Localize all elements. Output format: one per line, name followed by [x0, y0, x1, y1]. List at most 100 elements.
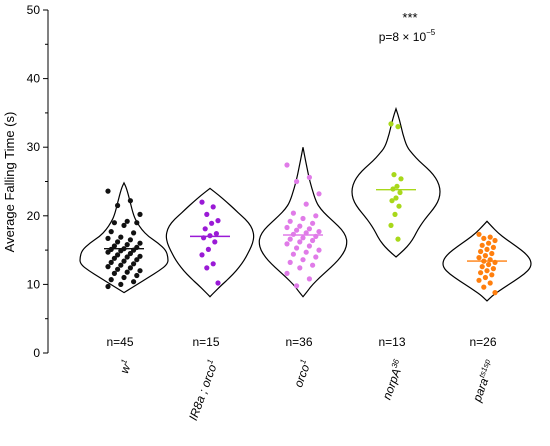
data-point [137, 268, 143, 274]
violin-group-5: n=26 parats1sp [442, 220, 532, 405]
x-category-label: orco1 [290, 358, 314, 389]
x-category-label: parats1sp [469, 357, 498, 404]
violin-outline [442, 220, 532, 302]
data-point [202, 226, 208, 232]
data-point [313, 233, 319, 239]
data-point [118, 262, 124, 268]
data-point [209, 220, 215, 226]
data-point [310, 237, 316, 244]
data-point [290, 231, 296, 237]
data-point [131, 279, 137, 285]
violin-outline [258, 147, 348, 298]
data-point [306, 226, 312, 232]
data-point [124, 254, 130, 260]
data-point [127, 265, 133, 271]
y-tick-label: 0 [33, 346, 40, 360]
violin-group-4: n=13 norpA36 [351, 106, 441, 401]
data-point [105, 188, 111, 194]
data-point [127, 250, 133, 257]
data-point [487, 257, 493, 263]
data-point [212, 239, 218, 245]
data-point [210, 204, 216, 210]
data-point [204, 211, 210, 217]
data-point [306, 174, 312, 180]
data-point [486, 240, 492, 246]
data-point [108, 229, 114, 235]
x-category-label: norpA36 [379, 357, 407, 401]
data-point [111, 220, 117, 226]
data-point [303, 230, 309, 236]
data-point [105, 283, 111, 290]
y-tick-label: 20 [27, 209, 41, 223]
data-point [287, 259, 293, 265]
x-category-label-base: IR8a ; orco [186, 362, 219, 422]
data-point [201, 235, 207, 241]
data-point [303, 201, 309, 207]
data-point [303, 249, 309, 255]
data-point [131, 261, 137, 267]
data-point [108, 259, 114, 265]
data-point [287, 236, 293, 242]
data-point [215, 280, 221, 286]
x-category-label: IR8a ; orco1 [185, 358, 221, 422]
data-point [131, 230, 137, 236]
data-point [313, 254, 319, 260]
data-point [394, 183, 400, 189]
data-point [115, 202, 121, 209]
data-point [484, 246, 490, 252]
x-category-label: w1 [116, 358, 135, 375]
n-count-label: n=26 [469, 335, 496, 349]
p-value-exponent: −5 [426, 28, 436, 37]
data-point [388, 121, 394, 127]
y-tick-label: 50 [27, 3, 41, 17]
data-point [121, 258, 127, 264]
data-point [391, 172, 397, 178]
data-point [134, 272, 140, 279]
data-point [137, 240, 143, 246]
data-point [476, 231, 482, 237]
data-point [316, 191, 322, 197]
data-point [397, 189, 403, 196]
data-point [134, 220, 140, 226]
data-point [300, 215, 306, 222]
data-point [131, 247, 137, 253]
data-point [137, 253, 143, 259]
x-category-label-superscript: 36 [390, 357, 402, 369]
data-point [390, 186, 396, 192]
data-point [316, 229, 322, 235]
p-value-annotation: p=8 × 10−5 [379, 28, 436, 44]
data-point [118, 248, 124, 254]
data-point [127, 198, 133, 204]
data-point [300, 257, 306, 263]
data-point [111, 270, 117, 276]
data-point [215, 218, 221, 224]
data-point [121, 222, 127, 228]
y-tick-label: 30 [27, 140, 41, 154]
data-point [492, 259, 498, 265]
y-tick-label: 10 [27, 277, 41, 291]
data-point [306, 243, 312, 249]
data-point [310, 262, 316, 268]
data-point [115, 239, 121, 245]
data-point [118, 281, 124, 287]
data-point [479, 242, 485, 248]
violin-group-3: n=36 orco1 [258, 147, 348, 389]
x-category-label-base: para [470, 376, 492, 405]
data-point [489, 250, 495, 257]
x-category-label-superscript: ts1sp [477, 357, 492, 379]
data-point [294, 227, 300, 233]
data-point [300, 235, 306, 241]
x-category-label-superscript: 1 [119, 358, 129, 365]
data-point [479, 264, 485, 270]
data-point [389, 198, 395, 204]
data-point [137, 211, 143, 217]
data-point [124, 218, 130, 224]
data-point [294, 283, 300, 289]
data-point [205, 246, 211, 252]
data-point [204, 265, 210, 271]
data-point [316, 247, 322, 253]
data-point [492, 237, 498, 244]
data-point [490, 266, 496, 272]
violin-outline [165, 187, 255, 298]
data-point [313, 213, 319, 219]
